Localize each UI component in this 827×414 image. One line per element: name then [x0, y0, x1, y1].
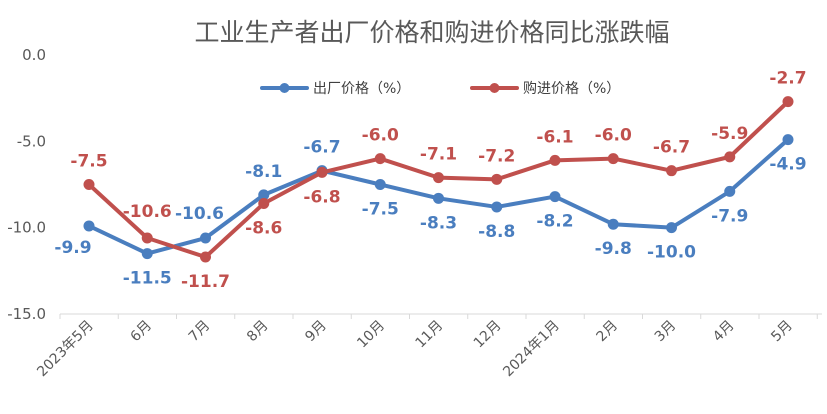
x-tick-label: 5月: [768, 318, 796, 346]
data-label-1: -10.6: [123, 202, 172, 222]
x-tick-label: 2023年5月: [34, 318, 97, 381]
data-point-0: [433, 192, 444, 204]
data-point-0: [200, 232, 211, 244]
x-tick-label: 2024年1月: [500, 318, 563, 381]
data-label-1: -6.8: [303, 187, 340, 207]
data-point-0: [666, 222, 677, 234]
x-tick-label: 4月: [710, 318, 738, 346]
data-point-0: [374, 179, 386, 190]
legend: 出厂价格（%） 购进价格（%）: [260, 81, 620, 97]
legend-marker-1: [489, 83, 500, 93]
data-label-0: -6.7: [303, 138, 340, 158]
data-labels: -9.9 -11.5 -10.6 -8.1 -6.7 -7.5 -8.3 -8.8 -8.2 -9…: [54, 69, 806, 292]
x-tick-label: 6月: [128, 318, 156, 346]
data-point-0: [141, 248, 153, 260]
x-tick-label: 7月: [186, 318, 214, 346]
data-label-1: -6.0: [362, 126, 399, 146]
data-point-1: [83, 179, 95, 190]
data-point-1: [549, 154, 561, 166]
data-point-1: [200, 251, 211, 263]
data-point-1: [782, 96, 794, 108]
x-tick-label: 2月: [594, 318, 622, 346]
data-label-1: -6.1: [536, 127, 573, 147]
x-tick-label: 9月: [302, 318, 330, 346]
data-point-1: [258, 197, 270, 209]
data-label-1: -7.2: [478, 146, 515, 166]
data-label-0: -7.9: [711, 206, 748, 226]
data-point-0: [724, 185, 736, 197]
data-label-0: -10.0: [647, 243, 696, 263]
data-label-0: -7.5: [362, 200, 399, 220]
series-layer: [83, 96, 794, 263]
data-point-1: [374, 153, 386, 165]
data-point-1: [316, 166, 328, 178]
data-label-1: -2.7: [769, 69, 806, 89]
data-label-1: -7.5: [70, 152, 107, 172]
data-point-0: [258, 189, 270, 201]
data-point-1: [491, 173, 503, 185]
data-point-1: [141, 232, 153, 244]
data-label-0: -8.2: [536, 212, 573, 232]
data-point-0: [549, 191, 561, 203]
data-label-0: -4.9: [769, 155, 806, 175]
data-label-1: -11.7: [181, 272, 230, 292]
data-label-0: -9.8: [595, 239, 632, 259]
data-point-0: [491, 201, 503, 213]
data-point-0: [782, 134, 794, 146]
data-point-0: [83, 220, 95, 232]
data-label-0: -8.1: [245, 162, 282, 182]
data-label-0: -11.5: [123, 269, 172, 289]
data-label-1: -8.6: [245, 218, 282, 238]
y-tick-label: 0.0: [22, 46, 46, 64]
data-label-0: -9.9: [54, 238, 91, 258]
data-label-1: -6.7: [653, 138, 690, 158]
x-tick-label: 11月: [413, 318, 447, 352]
data-point-1: [666, 165, 677, 177]
x-tick-label: 10月: [354, 318, 388, 352]
data-point-1: [724, 151, 736, 163]
data-point-0: [607, 218, 619, 230]
x-tick-label: 8月: [244, 318, 272, 346]
data-label-1: -6.0: [595, 126, 632, 146]
y-tick-label: -10.0: [7, 219, 46, 237]
data-label-1: -5.9: [711, 124, 748, 144]
chart-title: 工业生产者出厂价格和购进价格同比涨跌幅: [194, 18, 669, 47]
legend-label-0: 出厂价格（%）: [313, 81, 410, 97]
data-point-1: [607, 153, 619, 165]
y-tick-label: -15.0: [7, 305, 46, 323]
data-label-0: -8.3: [420, 213, 457, 233]
data-label-0: -10.6: [175, 204, 224, 224]
data-label-1: -7.1: [420, 145, 457, 165]
x-tick-label: 12月: [471, 318, 505, 352]
legend-label-1: 购进价格（%）: [523, 81, 620, 97]
y-tick-label: -5.0: [17, 132, 46, 150]
x-tick-label: 3月: [652, 318, 680, 346]
data-label-0: -8.8: [478, 222, 515, 242]
data-point-1: [433, 172, 444, 184]
legend-marker-0: [279, 83, 290, 93]
